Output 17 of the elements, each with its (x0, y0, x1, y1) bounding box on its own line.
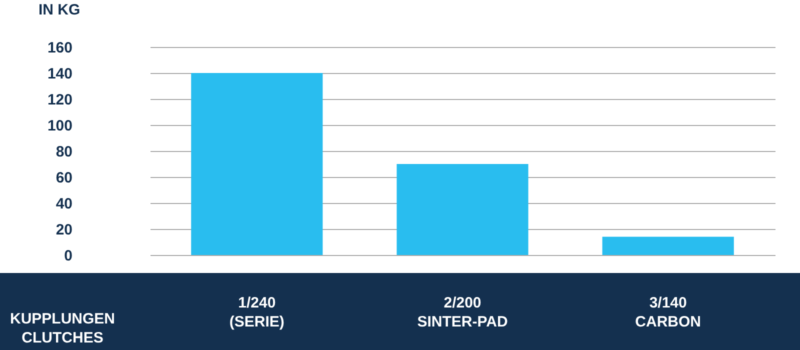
y-tick-label: 60 (56, 170, 72, 186)
y-tick-label: 40 (56, 196, 72, 212)
y-tick-label: 100 (47, 118, 72, 134)
bar (396, 164, 528, 255)
x-tick-label: 1/240 (SERIE) (229, 294, 284, 330)
x-tick-label: 2/200 SINTER-PAD (417, 294, 508, 330)
y-tick-label: 160 (47, 40, 72, 56)
y-tick-label: 20 (56, 222, 72, 238)
bar (602, 236, 734, 255)
y-axis-title: IN KG (38, 2, 80, 18)
y-tick-label: 140 (47, 66, 72, 82)
bar (191, 73, 323, 255)
y-tick-label: 80 (56, 144, 72, 160)
x-axis-title: KUPPLUNGEN CLUTCHES (10, 310, 116, 346)
y-tick-label: 0 (64, 248, 72, 264)
x-tick-label: 3/140 CARBON (635, 294, 702, 330)
y-tick-label: 120 (47, 92, 72, 108)
